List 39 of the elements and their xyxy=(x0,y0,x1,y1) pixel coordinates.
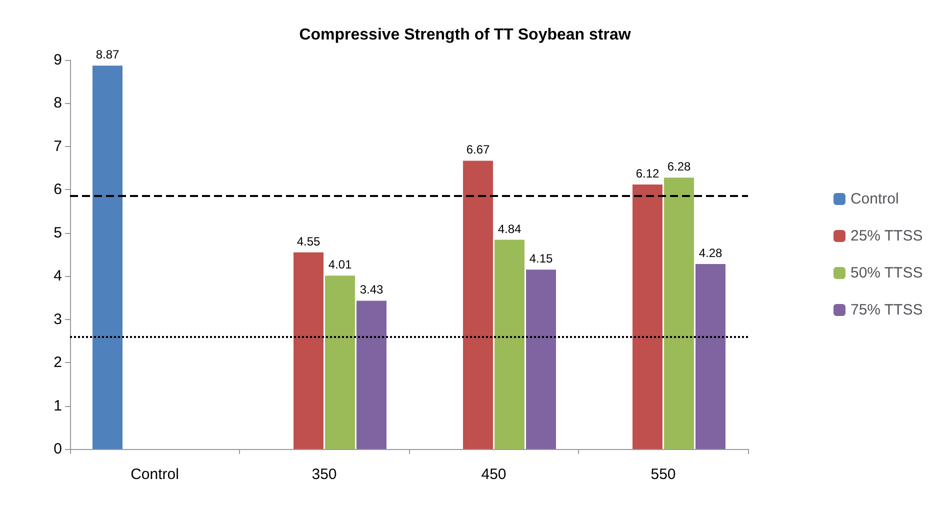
bar xyxy=(494,240,524,449)
data-label: 6.28 xyxy=(667,160,691,174)
data-label: 4.55 xyxy=(296,234,320,248)
legend-label: 75% TTSS xyxy=(850,302,923,318)
data-label: 4.28 xyxy=(698,246,722,260)
legend-label: Control xyxy=(850,190,899,208)
y-tick-label: 8 xyxy=(54,94,62,112)
bar xyxy=(92,66,122,449)
data-label: 6.12 xyxy=(636,166,660,180)
chart-title: Compressive Strength of TT Soybean straw xyxy=(299,26,632,44)
x-tick-label: 450 xyxy=(481,466,506,483)
data-label: 3.43 xyxy=(360,282,384,297)
y-tick-label: 6 xyxy=(54,181,62,198)
x-tick-label: 350 xyxy=(312,466,337,483)
bar xyxy=(526,270,556,449)
data-label: 8.87 xyxy=(96,48,120,62)
bar xyxy=(356,300,386,449)
x-tick-label: 550 xyxy=(650,466,676,483)
legend-label: 50% TTSS xyxy=(850,264,923,282)
y-tick-label: 7 xyxy=(54,138,62,155)
bar xyxy=(294,252,324,449)
y-tick-label: 1 xyxy=(54,397,62,414)
data-label: 4.84 xyxy=(498,222,522,236)
bar xyxy=(696,264,726,449)
y-tick-label: 2 xyxy=(54,354,62,372)
data-label: 4.15 xyxy=(529,252,553,266)
y-tick-label: 0 xyxy=(54,440,62,458)
legend-label: 25% TTSS xyxy=(850,228,923,244)
y-tick-label: 5 xyxy=(54,224,62,242)
y-tick-label: 3 xyxy=(54,310,62,328)
bar xyxy=(463,160,493,449)
y-tick-label: 9 xyxy=(54,52,62,68)
data-label: 4.01 xyxy=(328,258,352,272)
bar xyxy=(664,178,694,449)
bar xyxy=(325,276,355,449)
x-tick-label: Control xyxy=(130,466,179,483)
y-tick-label: 4 xyxy=(54,268,62,285)
bar xyxy=(632,184,662,449)
data-label: 6.67 xyxy=(466,142,490,157)
